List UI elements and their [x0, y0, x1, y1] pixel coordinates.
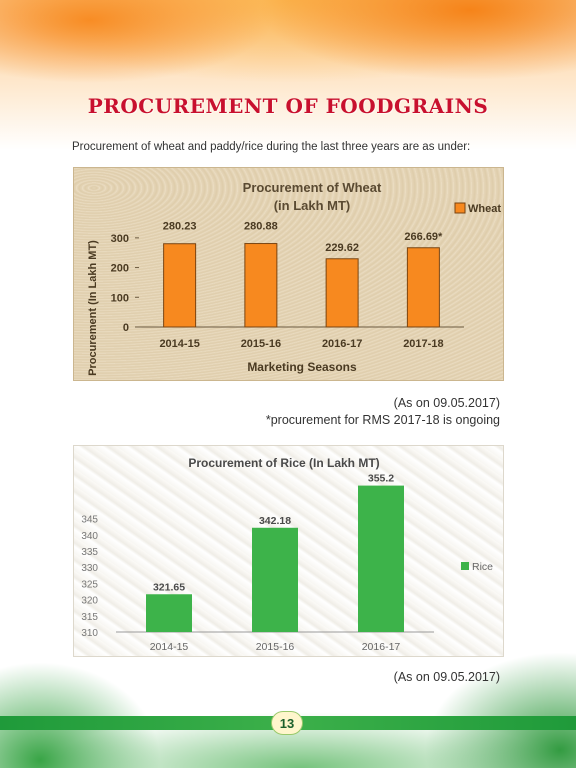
wheat-chart: Procurement of Wheat (in Lakh MT) 0 100 200 3… — [87, 180, 501, 376]
rice-y-tick-label: 340 — [81, 531, 98, 542]
wheat-x-axis-label: Marketing Seasons — [247, 360, 357, 374]
rice-x-tick-label: 2016-17 — [362, 641, 401, 653]
wheat-data-label: 266.69* — [404, 231, 443, 243]
rice-x-tick-label: 2015-16 — [256, 641, 295, 653]
wheat-y-tick-label: 200 — [111, 263, 129, 275]
rice-data-label: 355.2 — [368, 473, 394, 485]
rice-as-on-note: (As on 09.05.2017) — [393, 670, 500, 684]
wheat-as-on-note: (As on 09.05.2017) — [393, 396, 500, 410]
wheat-data-label: 229.62 — [325, 242, 359, 254]
rice-legend-label: Rice — [472, 561, 493, 573]
wheat-bar — [406, 247, 440, 328]
rice-legend-swatch — [461, 562, 469, 570]
wheat-y-tick-label: 100 — [111, 292, 129, 304]
page-title: PROCUREMENT OF FOODGRAINS — [87, 94, 489, 118]
wheat-x-tick-label: 2017-18 — [403, 338, 443, 350]
wheat-x-tick-label: 2015-16 — [241, 338, 281, 350]
wheat-chart-panel: Procurement of Wheat (in Lakh MT) 0 100 200 3… — [73, 167, 504, 381]
rice-y-tick-label: 320 — [81, 596, 98, 607]
rice-data-label: 342.18 — [259, 515, 291, 527]
wheat-y-tick-label: 0 — [123, 322, 129, 334]
rice-y-tick-label: 335 — [81, 547, 98, 558]
page-number: 13 — [271, 711, 303, 735]
rice-x-tick-label: 2014-15 — [150, 641, 189, 653]
rice-bar — [358, 485, 404, 632]
wheat-bar — [325, 258, 359, 328]
wheat-bar — [163, 243, 197, 328]
wheat-x-tick-label: 2016-17 — [322, 338, 362, 350]
wheat-legend-swatch — [454, 202, 466, 214]
rice-chart-panel: Procurement of Rice (In Lakh MT) 310 315 32… — [73, 445, 504, 657]
wheat-legend-label: Wheat — [468, 203, 501, 215]
intro-text: Procurement of wheat and paddy/rice duri… — [72, 141, 471, 153]
wheat-x-tick-label: 2014-15 — [159, 338, 199, 350]
rice-y-tick-label: 315 — [81, 612, 98, 623]
rice-bar — [252, 527, 298, 632]
wheat-y-tick-label: 300 — [111, 233, 129, 245]
rice-y-tick-label: 325 — [81, 579, 98, 590]
wheat-chart-subtitle: (in Lakh MT) — [274, 198, 351, 213]
rice-y-tick-label: 330 — [81, 563, 98, 574]
wheat-data-label: 280.88 — [244, 221, 278, 233]
wheat-data-label: 280.23 — [163, 221, 197, 233]
rice-y-tick-label: 345 — [81, 515, 98, 526]
rice-chart: Procurement of Rice (In Lakh MT) 310 315 32… — [81, 456, 493, 653]
saffron-background — [0, 0, 576, 150]
rice-data-label: 321.65 — [153, 581, 185, 593]
rice-chart-title: Procurement of Rice (In Lakh MT) — [188, 456, 379, 470]
rice-bar — [146, 594, 192, 632]
wheat-chart-title: Procurement of Wheat — [243, 180, 382, 195]
wheat-y-axis-label: Procurement (In Lakh MT) — [87, 240, 99, 376]
rice-y-tick-label: 310 — [81, 628, 98, 639]
wheat-ongoing-note: *procurement for RMS 2017-18 is ongoing — [265, 413, 500, 427]
wheat-bar — [244, 243, 278, 328]
